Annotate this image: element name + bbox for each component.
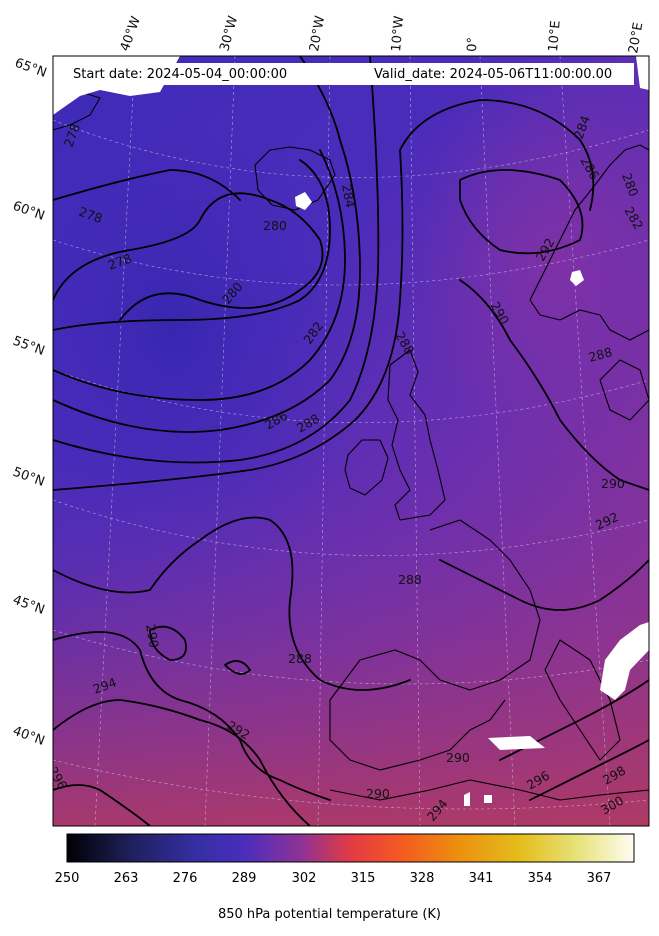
lat-label: 55°N xyxy=(11,334,47,359)
lat-label: 45°N xyxy=(11,593,47,618)
lat-label: 60°N xyxy=(11,199,47,224)
colorbar-tick: 315 xyxy=(350,871,376,886)
contour-label: 290 xyxy=(143,623,162,649)
map-panel: 278 278 278 280 280 282 284 286 288 288 … xyxy=(53,56,649,826)
contour-label: 288 xyxy=(288,651,312,666)
lon-label: 40°W xyxy=(118,14,144,53)
colorbar-tick: 354 xyxy=(527,871,553,886)
colorbar-tick: 276 xyxy=(172,871,198,886)
colorbar-tick: 341 xyxy=(468,871,494,886)
coastlines xyxy=(53,89,649,801)
colorbar-tick: 367 xyxy=(586,871,612,886)
contour-label: 290 xyxy=(601,476,625,491)
lon-label: 10°E xyxy=(546,20,564,52)
contour-label: 288 xyxy=(398,572,422,587)
lon-label: 20°E xyxy=(626,21,646,54)
start-date-text: Start date: 2024-05-04_00:00:00 xyxy=(73,67,288,82)
contour-label: 290 xyxy=(366,786,390,801)
lon-label: 0° xyxy=(465,37,481,52)
header-strip xyxy=(64,63,634,85)
contour-label: 280 xyxy=(263,218,287,233)
map-frame xyxy=(52,55,650,827)
colorbar-tick: 250 xyxy=(54,871,80,886)
isentropes xyxy=(53,56,649,826)
longitude-labels: 40°W 30°W 20°W 10°W 0° 10°E 20°E xyxy=(118,14,647,54)
colorbar-tick: 328 xyxy=(409,871,435,886)
lat-label: 65°N xyxy=(13,56,49,81)
colorbar-tick: 289 xyxy=(231,871,257,886)
lat-label: 50°N xyxy=(11,465,47,490)
latitude-labels: 65°N 60°N 55°N 50°N 45°N 40°N xyxy=(11,56,49,749)
lat-label: 40°N xyxy=(11,724,47,749)
lon-label: 10°W xyxy=(389,15,407,52)
lon-label: 20°W xyxy=(307,15,328,53)
colorbar-tick: 263 xyxy=(113,871,139,886)
colorbar-label: 850 hPa potential temperature (K) xyxy=(217,907,441,922)
lon-label: 30°W xyxy=(217,14,241,53)
valid-date-text: Valid_date: 2024-05-06T11:00:00.00 xyxy=(374,67,613,82)
colorbar xyxy=(66,833,635,863)
contour-label: 290 xyxy=(446,750,470,765)
colorbar-tick: 302 xyxy=(291,871,317,886)
contour-label: 284 xyxy=(339,183,358,209)
contour-label: 288 xyxy=(587,344,614,365)
